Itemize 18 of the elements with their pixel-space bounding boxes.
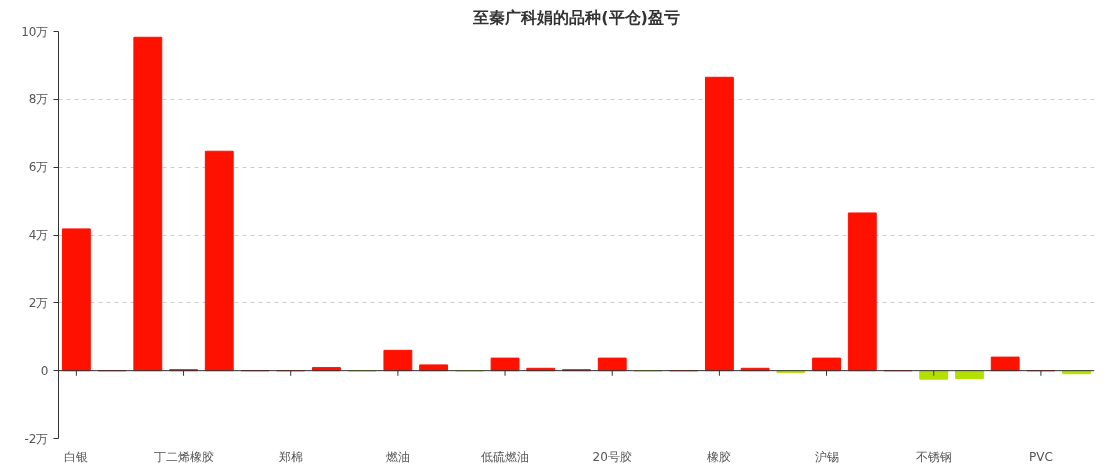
x-tick-label: 燃油 <box>385 449 410 464</box>
y-tick-label: 10万 <box>21 24 49 39</box>
x-tick-label: PVC <box>1029 449 1053 464</box>
x-tick-label: 丁二烯橡胶 <box>153 449 214 464</box>
chart-title: 至秦广科娟的品种(平仓)盈亏 <box>472 7 680 27</box>
y-tick-label: 2万 <box>28 295 49 310</box>
x-tick-label: 橡胶 <box>707 449 732 464</box>
y-tick-label: 8万 <box>28 92 49 107</box>
x-tick-label: 白银 <box>64 449 89 464</box>
y-tick-label: 0 <box>40 363 49 378</box>
y-tick-label: 6万 <box>28 160 49 175</box>
x-tick-label: 沪锡 <box>814 449 839 464</box>
x-tick-label: 低硫燃油 <box>481 449 530 464</box>
x-tick-label: 郑棉 <box>278 449 303 464</box>
x-tick-label: 20号胶 <box>592 449 632 464</box>
y-tick-label: 4万 <box>28 228 49 242</box>
x-tick-label: 不锈钢 <box>915 449 952 464</box>
y-tick-label: -2万 <box>24 431 49 446</box>
